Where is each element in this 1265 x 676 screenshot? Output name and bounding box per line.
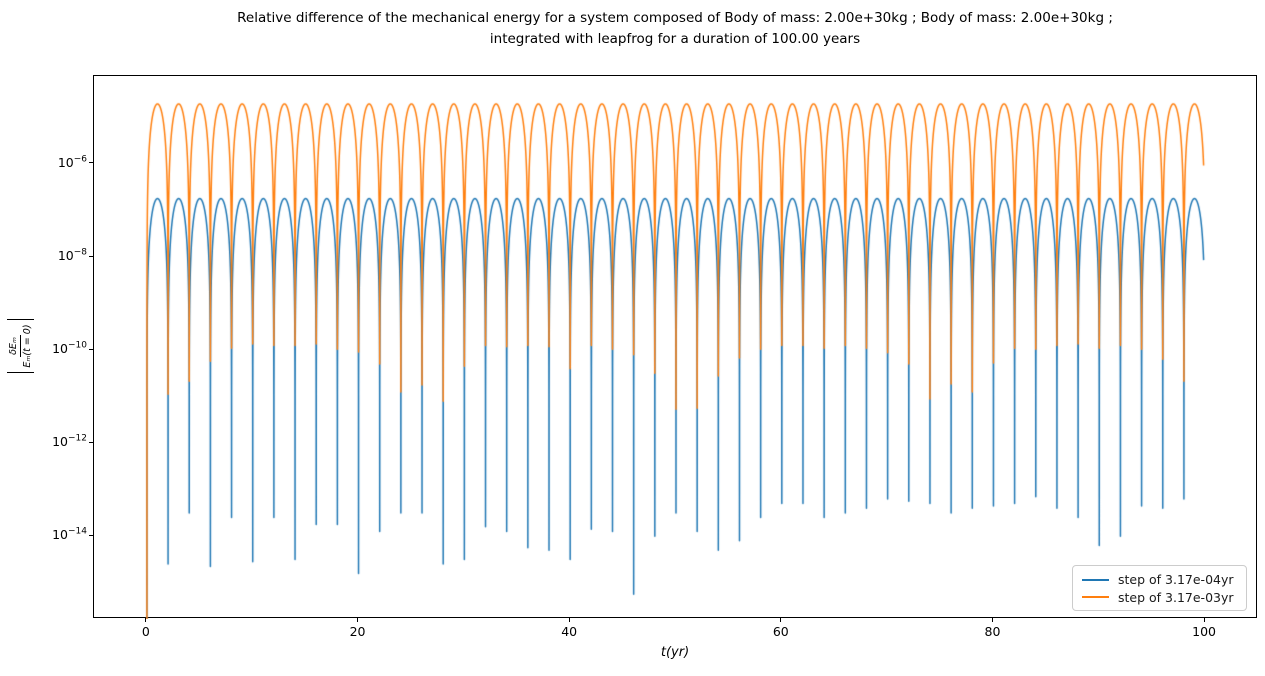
x-tick-label: 20 xyxy=(349,624,366,639)
legend-line-swatch xyxy=(1082,578,1109,581)
x-tick-label: 80 xyxy=(984,624,1001,639)
y-tick-label: 10−14 xyxy=(52,526,87,542)
x-tick-label: 0 xyxy=(141,624,150,639)
legend-item: step of 3.17e-03yr xyxy=(1082,589,1238,607)
x-tick-mark xyxy=(568,618,570,622)
chart-title-line-2: integrated with leapfrog for a duration … xyxy=(489,30,861,47)
chart-title-line-1: Relative difference of the mechanical en… xyxy=(237,10,1113,26)
y-tick-mark xyxy=(89,534,93,536)
x-tick-label: 60 xyxy=(772,624,789,639)
y-tick-label: 10−12 xyxy=(52,433,87,449)
x-tick-mark xyxy=(357,618,359,622)
legend-item: step of 3.17e-04yr xyxy=(1082,571,1238,589)
x-tick-mark xyxy=(145,618,147,622)
x-tick-mark xyxy=(780,618,782,622)
y-axis-label-denominator: Eₘ(t = 0) xyxy=(21,324,33,368)
y-axis-label-fraction: δEₘ Eₘ(t = 0) xyxy=(6,319,34,373)
x-tick-label: 40 xyxy=(561,624,578,639)
chart-canvas xyxy=(94,76,1258,619)
y-tick-mark xyxy=(89,255,93,257)
plot-area xyxy=(93,75,1258,619)
x-tick-mark xyxy=(1203,618,1205,622)
y-tick-label: 10−8 xyxy=(57,247,87,263)
y-tick-mark xyxy=(89,162,93,164)
x-axis-label: t(yr) xyxy=(660,645,690,660)
legend-label: step of 3.17e-04yr xyxy=(1118,572,1234,588)
x-tick-label: 100 xyxy=(1192,624,1217,639)
y-tick-mark xyxy=(89,441,93,443)
y-axis-label-numerator: δEₘ xyxy=(7,335,21,357)
y-axis-label: δEₘ Eₘ(t = 0) xyxy=(5,311,35,381)
legend: step of 3.17e-04yr step of 3.17e-03yr xyxy=(1072,565,1247,611)
y-tick-mark xyxy=(89,348,93,350)
y-tick-label: 10−6 xyxy=(57,154,87,170)
x-tick-mark xyxy=(991,618,993,622)
legend-label: step of 3.17e-03yr xyxy=(1118,589,1234,605)
legend-line-swatch xyxy=(1082,596,1109,599)
chart-title: Relative difference of the mechanical en… xyxy=(93,8,1257,49)
y-tick-label: 10−10 xyxy=(52,340,87,356)
